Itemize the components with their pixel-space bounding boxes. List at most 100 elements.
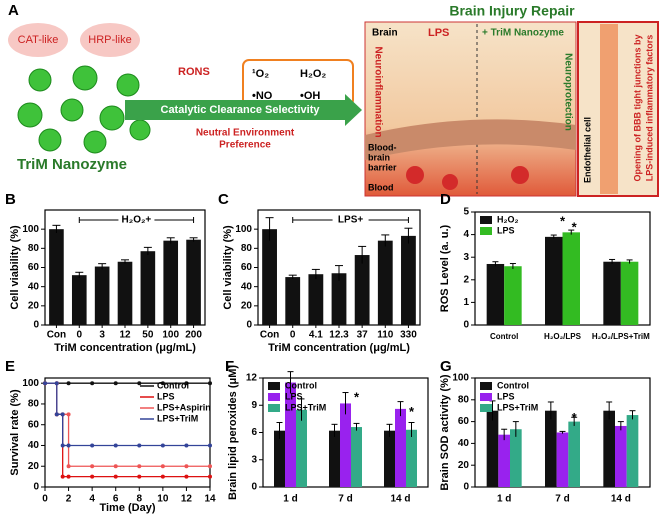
point bbox=[113, 381, 118, 386]
y-tick-label: 9 bbox=[251, 400, 257, 411]
endothelium bbox=[600, 24, 618, 194]
point bbox=[66, 412, 71, 417]
bar bbox=[384, 430, 395, 487]
y-tick-label: 60 bbox=[28, 262, 40, 273]
y-tick-label: 20 bbox=[241, 300, 253, 311]
bar bbox=[504, 266, 522, 325]
x-tick-label: 6 bbox=[113, 494, 119, 505]
legend-label: LPS+Aspirin bbox=[157, 402, 211, 412]
point bbox=[66, 381, 71, 386]
x-tick-label: 14 d bbox=[611, 494, 631, 505]
x-tick-label: 14 bbox=[204, 494, 216, 505]
point bbox=[90, 474, 95, 479]
y-tick-label: 40 bbox=[458, 438, 470, 449]
point bbox=[60, 443, 65, 448]
x-tick-label: 1 d bbox=[283, 494, 297, 505]
x-tick-label: 4.1 bbox=[309, 330, 323, 341]
legend-label: LPS bbox=[497, 225, 515, 235]
legend-label: H₂O₂ bbox=[497, 214, 519, 224]
bar bbox=[510, 429, 522, 487]
panel-label: D bbox=[440, 191, 451, 208]
bubble bbox=[8, 23, 68, 57]
preference: Neutral Environment bbox=[196, 128, 295, 139]
point bbox=[90, 443, 95, 448]
species: H₂O₂ bbox=[300, 68, 326, 80]
point bbox=[54, 381, 59, 386]
x-tick-label: 4 bbox=[89, 494, 95, 505]
x-axis-label: TriM concentration (μg/mL) bbox=[54, 342, 196, 354]
point bbox=[208, 464, 212, 469]
point bbox=[66, 474, 71, 479]
legend-label: Control bbox=[157, 380, 189, 390]
x-tick-label: Con bbox=[47, 330, 66, 341]
plot-frame bbox=[44, 377, 211, 488]
annotation-bg bbox=[118, 214, 155, 226]
series-line bbox=[45, 382, 210, 447]
x-tick-label: 3 bbox=[99, 330, 105, 341]
significance: * bbox=[572, 410, 578, 425]
point bbox=[160, 443, 165, 448]
y-tick-label: 100 bbox=[235, 224, 252, 235]
schematic: A CAT-like HRP-like TriM Nanozyme RONS ¹… bbox=[8, 2, 659, 197]
y-tick-label: 80 bbox=[28, 399, 40, 410]
y-tick-label: 0 bbox=[33, 320, 39, 331]
x-tick-label: 14 d bbox=[390, 494, 410, 505]
x-tick-label: 10 bbox=[157, 494, 169, 505]
legend-swatch bbox=[480, 227, 492, 235]
scene-label: + TriM Nanozyme bbox=[482, 28, 564, 39]
point bbox=[160, 464, 165, 469]
point bbox=[90, 464, 95, 469]
bar bbox=[351, 427, 362, 487]
x-tick-label: 1 d bbox=[497, 494, 511, 505]
bar bbox=[626, 415, 639, 487]
x-tick-label: 12 bbox=[181, 494, 193, 505]
bubble bbox=[80, 23, 140, 57]
y-tick-label: 100 bbox=[452, 373, 469, 384]
legend-label: LPS+TriM bbox=[157, 413, 198, 423]
panel-label: C bbox=[218, 191, 229, 208]
annotation: LPS+ bbox=[338, 215, 363, 226]
scene-label: LPS-induced inflammatory factors bbox=[644, 35, 654, 182]
point bbox=[113, 443, 118, 448]
y-axis-label: Survival rate (%) bbox=[9, 389, 21, 476]
y-tick-label: 0 bbox=[33, 482, 39, 493]
nanozyme-label: TriM Nanozyme bbox=[17, 156, 127, 173]
panel-label: F bbox=[225, 358, 234, 375]
y-axis-label: Cell viability (%) bbox=[222, 225, 234, 310]
x-tick-label: H₂O₂/LPS bbox=[544, 332, 582, 341]
y-tick-label: 40 bbox=[241, 281, 253, 292]
bar bbox=[562, 232, 580, 325]
x-tick-label: 12.3 bbox=[329, 330, 349, 341]
x-tick-label: 0 bbox=[42, 494, 48, 505]
bar bbox=[49, 229, 64, 325]
bar bbox=[603, 410, 615, 487]
y-axis-label: ROS Level (a. u.) bbox=[439, 224, 451, 312]
panel-label: G bbox=[440, 358, 452, 375]
x-tick-label: 100 bbox=[162, 330, 179, 341]
x-tick-label: Control bbox=[490, 332, 518, 341]
species: •OH bbox=[300, 90, 320, 102]
point bbox=[137, 381, 142, 386]
bar bbox=[568, 421, 580, 487]
panel-label: E bbox=[5, 358, 15, 375]
point bbox=[66, 443, 71, 448]
y-tick-label: 80 bbox=[241, 243, 253, 254]
point bbox=[160, 474, 165, 479]
y-tick-label: 100 bbox=[22, 378, 39, 389]
significance: * bbox=[572, 219, 578, 234]
arrow bbox=[125, 94, 362, 126]
legend-swatch bbox=[480, 404, 492, 412]
y-tick-label: 20 bbox=[28, 300, 40, 311]
point bbox=[208, 443, 212, 448]
legend-swatch bbox=[480, 216, 492, 224]
vessel-wall bbox=[365, 119, 576, 160]
bar bbox=[556, 432, 569, 487]
point bbox=[208, 381, 212, 386]
x-tick-label: H₂O₂/LPS+TriM bbox=[592, 332, 650, 341]
bar bbox=[117, 261, 133, 325]
bar bbox=[615, 425, 627, 487]
significance: * bbox=[354, 389, 360, 404]
series-line bbox=[45, 382, 210, 467]
legend-swatch bbox=[480, 393, 492, 401]
point bbox=[113, 474, 118, 479]
